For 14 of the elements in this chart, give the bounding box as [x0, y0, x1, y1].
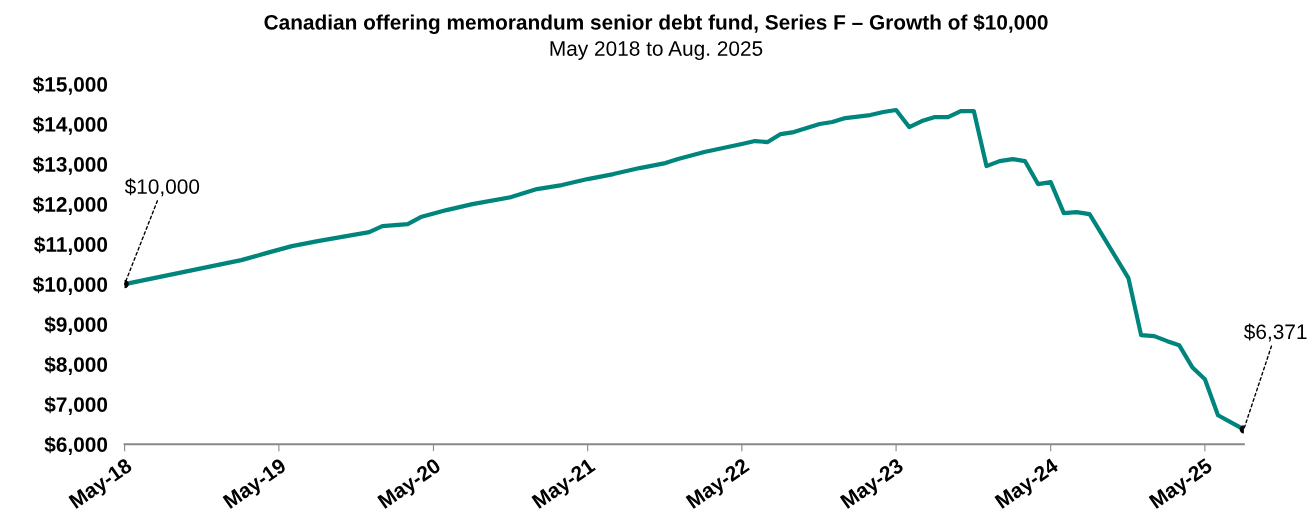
- y-tick-label: $9,000: [44, 316, 108, 335]
- y-tick-label: $14,000: [32, 116, 108, 135]
- y-tick-label: $7,000: [44, 396, 108, 415]
- y-tick-label: $10,000: [32, 276, 108, 295]
- y-tick-label: $8,000: [44, 356, 108, 375]
- y-tick-label: $13,000: [32, 156, 108, 175]
- y-tick-label: $11,000: [34, 236, 108, 255]
- annotation: $6,371: [1244, 323, 1307, 342]
- y-tick-label: $15,000: [32, 76, 108, 95]
- annotation: $10,000: [124, 178, 200, 197]
- chart-title: Canadian offering memorandum senior debt fund, Series F – Growth of $10,000: [264, 14, 1048, 34]
- chart-subtitle: May 2018 to Aug. 2025: [550, 41, 763, 61]
- y-tick-label: $6,000: [44, 436, 108, 455]
- y-tick-label: $12,000: [32, 196, 108, 215]
